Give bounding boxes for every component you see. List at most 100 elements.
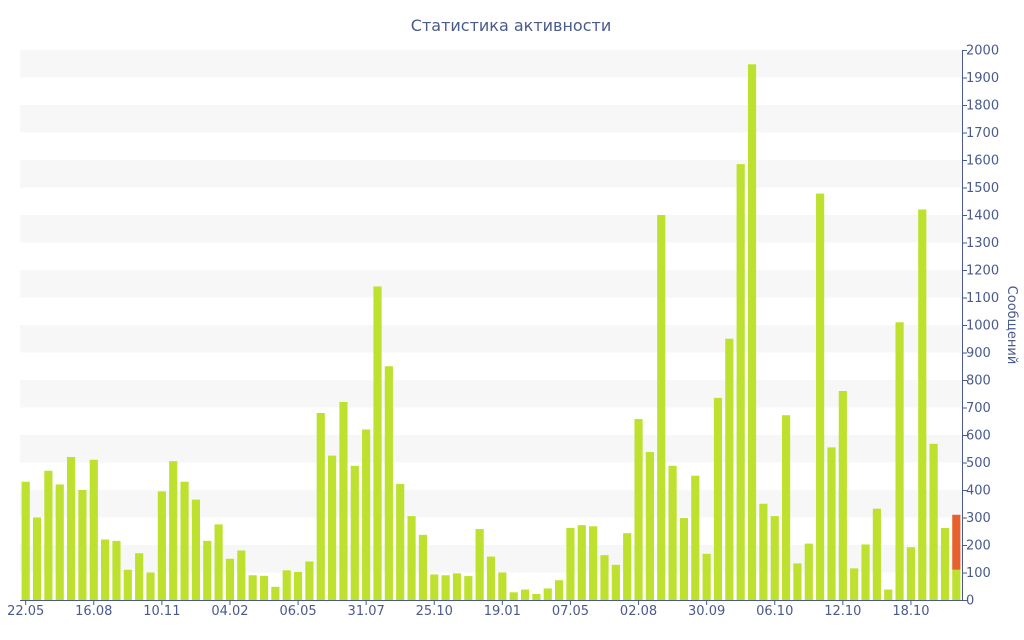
bar[interactable]	[191, 499, 200, 601]
bar[interactable]	[929, 443, 938, 600]
bar[interactable]	[645, 452, 654, 600]
bar[interactable]	[736, 164, 745, 601]
bar[interactable]	[328, 455, 337, 601]
bar[interactable]	[32, 517, 42, 601]
bar[interactable]	[872, 508, 881, 600]
y-tick-label: 100	[966, 566, 991, 581]
bar[interactable]	[78, 490, 87, 600]
bar[interactable]	[759, 503, 768, 600]
bar[interactable]	[895, 322, 904, 600]
bar[interactable]	[509, 592, 518, 600]
bar[interactable]	[101, 539, 110, 601]
bar[interactable]	[532, 593, 541, 600]
bar[interactable]	[452, 573, 462, 600]
bar[interactable]	[396, 483, 405, 600]
bar[interactable]	[259, 575, 269, 600]
x-axis-ticks: 22.05 16.08 10.11 04.02 06.05 31.07 25.10 19.01…	[7, 600, 930, 619]
bar[interactable]	[271, 586, 280, 600]
bar[interactable]	[225, 558, 235, 600]
bar[interactable]	[407, 516, 416, 601]
bar[interactable]	[169, 461, 178, 601]
bar[interactable]	[373, 286, 382, 601]
bar[interactable]	[464, 576, 473, 600]
bar[interactable]	[203, 540, 212, 601]
bar[interactable]	[441, 575, 450, 600]
bar[interactable]	[838, 391, 847, 600]
bar[interactable]	[305, 561, 314, 601]
bar[interactable]	[520, 589, 530, 600]
y-tick-label: 600	[966, 429, 991, 444]
bar[interactable]	[418, 534, 427, 600]
bar[interactable]	[123, 569, 132, 600]
bar[interactable]	[747, 64, 757, 601]
bar[interactable]	[350, 465, 359, 600]
bar[interactable]	[21, 481, 30, 600]
bar[interactable]	[702, 553, 711, 600]
bar[interactable]	[918, 209, 927, 601]
bar[interactable]	[827, 447, 836, 601]
x-tick-label: 06.05	[279, 604, 316, 619]
bar[interactable]	[486, 556, 496, 600]
bar[interactable]	[634, 419, 643, 600]
bar-highlight[interactable]	[952, 514, 961, 570]
grid-band	[20, 325, 962, 353]
bar[interactable]	[146, 572, 155, 601]
bar[interactable]	[157, 491, 166, 601]
bar[interactable]	[384, 366, 393, 600]
bar[interactable]	[804, 543, 813, 601]
bar[interactable]	[180, 481, 189, 600]
y-tick-label: 800	[966, 374, 991, 389]
bar[interactable]	[475, 529, 484, 600]
bar[interactable]	[362, 429, 371, 601]
bar[interactable]	[55, 484, 64, 601]
bar[interactable]	[316, 413, 325, 600]
bar[interactable]	[248, 575, 257, 600]
bar[interactable]	[691, 475, 700, 600]
bar[interactable]	[668, 465, 677, 600]
bar[interactable]	[850, 568, 859, 601]
bar[interactable]	[657, 215, 666, 600]
bar[interactable]	[566, 527, 575, 600]
bar[interactable]	[589, 526, 598, 600]
x-tick-label: 18.10	[892, 604, 929, 619]
y-tick-label: 200	[966, 539, 991, 554]
bar[interactable]	[679, 518, 689, 600]
bar[interactable]	[66, 457, 76, 600]
bar[interactable]	[237, 550, 246, 601]
y-tick-label: 400	[966, 484, 991, 499]
bar[interactable]	[555, 580, 564, 600]
y-tick-label: 1700	[966, 126, 999, 141]
bar[interactable]	[770, 516, 779, 601]
bar[interactable]	[952, 569, 961, 600]
bar[interactable]	[135, 553, 144, 600]
y-tick-label: 700	[966, 401, 991, 416]
bar[interactable]	[782, 415, 791, 600]
bar[interactable]	[611, 564, 620, 600]
bar[interactable]	[293, 571, 303, 600]
bar[interactable]	[725, 338, 734, 600]
bar[interactable]	[577, 525, 586, 600]
bar[interactable]	[793, 563, 802, 600]
bar[interactable]	[282, 570, 291, 600]
bar[interactable]	[623, 533, 632, 600]
x-tick-label: 16.08	[75, 604, 112, 619]
bar[interactable]	[430, 574, 439, 600]
bar[interactable]	[44, 470, 53, 600]
x-tick-label: 02.08	[620, 604, 657, 619]
bar[interactable]	[89, 459, 98, 600]
grid-band	[20, 50, 962, 78]
bar[interactable]	[816, 193, 825, 601]
bar[interactable]	[339, 402, 348, 600]
bar[interactable]	[112, 540, 121, 601]
bar[interactable]	[543, 588, 552, 600]
bar[interactable]	[940, 527, 950, 600]
bar[interactable]	[906, 547, 916, 600]
bar[interactable]	[600, 555, 609, 600]
bar[interactable]	[214, 524, 223, 601]
bar[interactable]	[884, 589, 893, 600]
bar[interactable]	[861, 544, 870, 600]
x-tick-label: 19.01	[484, 604, 521, 619]
bar[interactable]	[498, 572, 507, 601]
bar[interactable]	[713, 397, 723, 601]
